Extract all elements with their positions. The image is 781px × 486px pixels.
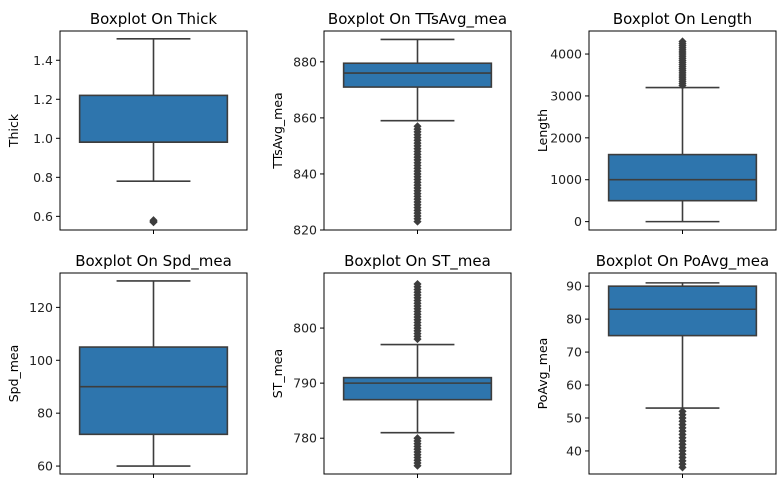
panel-title: Boxplot On Thick — [90, 10, 218, 28]
y-tick-label: 3000 — [550, 88, 582, 103]
panel-0: Boxplot On Thick Thick 0.6 0.8 1.0 1.2 1.4 — [6, 10, 248, 234]
y-tick-label: 2000 — [550, 130, 582, 145]
y-tick-label: 4000 — [550, 47, 582, 62]
y-tick-label: 90 — [566, 279, 582, 294]
plot-frame — [323, 30, 512, 231]
plot-frame — [588, 272, 777, 475]
outlier-point — [413, 279, 422, 289]
y-tick-label: 780 — [293, 431, 317, 446]
panel-title: Boxplot On TTsAvg_mea — [328, 10, 507, 29]
iqr-box — [78, 346, 229, 436]
panel-title: Boxplot On ST_mea — [344, 252, 491, 271]
y-tick-label: 60 — [37, 459, 53, 474]
y-axis-label: Length — [535, 109, 550, 152]
y-tick-label: 800 — [293, 321, 317, 336]
outlier-point — [413, 122, 422, 131]
panel-1: Boxplot On TTsAvg_mea TTsAvg_mea 820 840 860… — [270, 10, 512, 238]
y-tick-label: 820 — [293, 223, 317, 238]
y-tick-label: 60 — [566, 378, 582, 393]
y-tick-label: 880 — [293, 54, 317, 69]
y-axis-label: Thick — [6, 113, 21, 148]
iqr-box — [342, 376, 493, 401]
y-tick-label: 840 — [293, 166, 317, 181]
plot-frame — [323, 272, 512, 475]
panel-4: Boxplot On ST_mea ST_mea 780 790 800 — [270, 252, 512, 478]
y-axis-label: PoAvg_mea — [535, 338, 550, 410]
y-tick-label: 1000 — [550, 172, 582, 187]
panel-3: Boxplot On Spd_mea Spd_mea 60 80 100 120 — [6, 252, 248, 478]
y-tick-label: 40 — [566, 443, 582, 458]
y-tick-label: 100 — [29, 353, 53, 368]
y-axis-label: ST_mea — [270, 349, 285, 398]
panel-title: Boxplot On PoAvg_mea — [596, 252, 769, 271]
outlier-point — [413, 434, 422, 443]
iqr-box — [607, 153, 758, 202]
panel-2: Boxplot On Length Length 0 1000 2000 3000 4000 — [535, 10, 777, 234]
y-tick-label: 0.6 — [33, 209, 53, 224]
iqr-box — [607, 285, 758, 337]
y-tick-label: 860 — [293, 110, 317, 125]
y-tick-label: 1.2 — [33, 92, 53, 107]
y-tick-label: 120 — [29, 300, 53, 315]
panel-title: Boxplot On Length — [613, 10, 752, 28]
y-tick-label: 50 — [566, 410, 582, 425]
y-tick-label: 1.4 — [33, 53, 53, 68]
panel-title: Boxplot On Spd_mea — [75, 252, 232, 271]
iqr-box — [78, 94, 229, 144]
plot-frame — [59, 30, 248, 231]
iqr-box — [342, 62, 493, 88]
y-tick-label: 790 — [293, 376, 317, 391]
y-tick-label: 70 — [566, 345, 582, 360]
y-tick-label: 80 — [37, 406, 53, 421]
y-tick-label: 1.0 — [33, 131, 53, 146]
y-tick-label: 80 — [566, 312, 582, 327]
panel-5: Boxplot On PoAvg_mea PoAvg_mea 40 50 60 70 80 9… — [535, 252, 777, 478]
outlier-point — [678, 37, 687, 46]
y-tick-label: 0.8 — [33, 170, 53, 185]
plot-frame — [59, 272, 248, 475]
outlier-point — [149, 216, 158, 225]
outlier-point — [678, 407, 687, 416]
y-axis-label: TTsAvg_mea — [270, 92, 285, 169]
plot-frame — [588, 30, 777, 231]
y-axis-label: Spd_mea — [6, 345, 21, 403]
y-tick-label: 0 — [574, 214, 582, 229]
